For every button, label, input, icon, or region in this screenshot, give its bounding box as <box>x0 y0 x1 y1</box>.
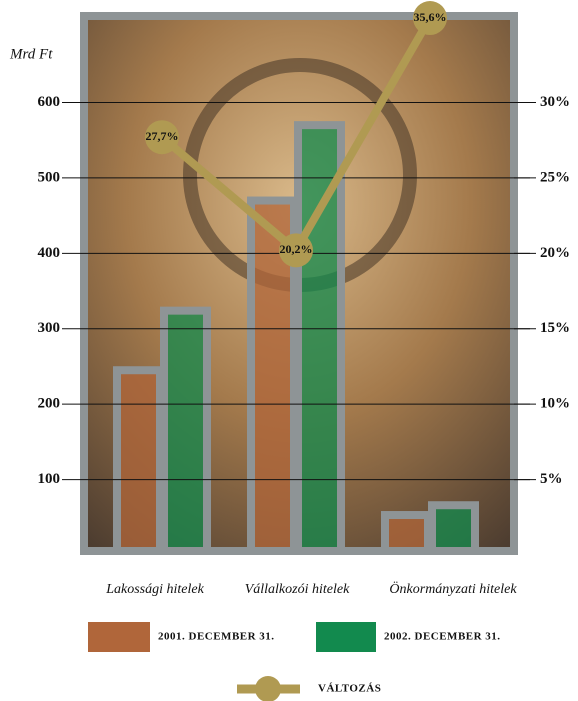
legend-swatch <box>255 676 281 701</box>
legend: 2001. DECEMBER 31. 2002. DECEMBER 31. VÁ… <box>88 622 501 701</box>
y2-tick-label: 10% <box>540 396 570 412</box>
y-tick-label: 600 <box>38 94 61 110</box>
y-tick-label: 200 <box>38 396 61 412</box>
y2-tick-label: 25% <box>540 169 570 185</box>
y2-tick-label: 5% <box>540 471 563 487</box>
y2-tick-label: 30% <box>540 94 570 110</box>
y2-tick-label: 15% <box>540 320 570 336</box>
y-axis-label: Mrd Ft <box>9 46 53 62</box>
y-tick-label: 500 <box>38 169 61 185</box>
legend-label: 2002. DECEMBER 31. <box>384 631 501 643</box>
y-tick-label: 300 <box>38 320 61 336</box>
y-tick-label: 100 <box>38 471 61 487</box>
data-label: 35,6% <box>414 10 447 24</box>
legend-label: 2001. DECEMBER 31. <box>158 631 275 643</box>
bar <box>113 366 164 555</box>
data-label: 20,2% <box>280 242 313 256</box>
x-tick-label: Vállalkozói hitelek <box>245 582 350 597</box>
bar <box>381 511 432 556</box>
bar <box>160 306 211 555</box>
y-tick-label: 400 <box>38 245 61 261</box>
legend-swatch <box>88 622 150 652</box>
legend-label: VÁLTOZÁS <box>318 683 381 695</box>
data-label: 27,7% <box>146 129 179 143</box>
x-tick-label: Önkormányzati hitelek <box>389 580 517 597</box>
change-point <box>145 120 179 155</box>
x-tick-label: Lakossági hitelek <box>105 582 204 597</box>
y2-tick-label: 20% <box>540 245 570 261</box>
change-point <box>279 233 313 268</box>
change-point <box>413 1 447 36</box>
bar <box>428 501 479 556</box>
legend-swatch <box>316 622 376 652</box>
